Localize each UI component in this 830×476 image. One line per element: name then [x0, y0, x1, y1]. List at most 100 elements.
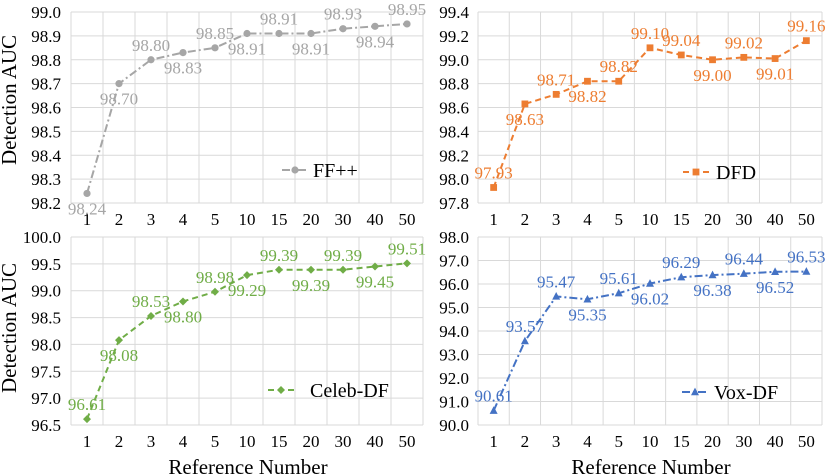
vox-y-tick-label: 91.0	[439, 393, 469, 412]
vox-data-point	[646, 279, 654, 287]
celeb-x-tick-label: 2	[115, 432, 124, 451]
celeb-data-label: 98.98	[196, 268, 234, 287]
ff-data-label: 98.94	[356, 32, 395, 51]
dfd-x-tick-label: 5	[614, 210, 623, 229]
ff-x-tick-label: 1	[83, 210, 92, 229]
celeb-data-label: 96.61	[68, 395, 106, 414]
dfd-data-point	[802, 37, 810, 45]
vox-y-tick-label: 94.0	[439, 322, 469, 341]
y-axis-title-top: Detection AUC	[0, 35, 21, 165]
vox-y-tick-label: 92.0	[439, 369, 469, 388]
vox-x-tick-label: 15	[673, 432, 690, 451]
celeb-legend-marker	[277, 386, 285, 394]
vox-x-tick-label: 30	[735, 432, 752, 451]
ff-y-tick-label: 98.7	[31, 75, 61, 94]
dfd-x-tick-label: 20	[704, 210, 721, 229]
dfd-data-label: 99.10	[631, 24, 669, 43]
vox-x-tick-label: 40	[767, 432, 784, 451]
ff-x-tick-label: 2	[115, 210, 124, 229]
dfd-x-tick-label: 30	[735, 210, 752, 229]
ff-data-label: 98.24	[68, 199, 107, 218]
ff-data-point	[403, 20, 411, 28]
ff-data-label: 98.83	[164, 59, 202, 78]
ff-data-point	[115, 80, 123, 88]
celeb-data-label: 99.39	[324, 246, 362, 265]
ff-y-tick-label: 98.6	[31, 99, 61, 118]
ff-data-label: 98.91	[260, 9, 298, 28]
vox-x-tick-label: 4	[583, 432, 592, 451]
dfd-data-point	[677, 51, 685, 59]
celeb-y-tick-label: 96.5	[31, 416, 61, 435]
celeb-data-point	[211, 287, 219, 296]
ff-x-tick-label: 3	[147, 210, 156, 229]
vox-data-label: 95.35	[568, 305, 606, 324]
dfd-x-tick-label: 1	[489, 210, 498, 229]
celeb-data-label: 99.39	[292, 276, 330, 295]
dfd-data-label: 98.82	[568, 87, 606, 106]
dfd-x-tick-label: 4	[583, 210, 592, 229]
vox-data-point	[489, 406, 498, 414]
celeb-data-label: 99.51	[388, 239, 426, 258]
celeb-data-point	[371, 262, 379, 271]
celeb-legend-label: Celeb-DF	[310, 380, 389, 402]
vox-data-label: 95.47	[537, 272, 576, 291]
vox-data-label: 93.57	[506, 317, 545, 336]
celeb-data-point	[403, 259, 411, 268]
dfd-data-label: 99.02	[725, 33, 763, 52]
celeb-data-point	[243, 271, 251, 280]
dfd-data-label: 99.04	[662, 31, 701, 50]
panel-celeb: Detection AUC Reference Number 96.5 97.0 9…	[0, 228, 426, 476]
ff-data-point	[339, 25, 347, 33]
dfd-data-point	[490, 184, 498, 191]
celeb-x-tick-label: 3	[147, 432, 156, 451]
dfd-x-tick-label: 2	[521, 210, 530, 229]
dfd-legend-marker	[692, 168, 700, 176]
ff-x-tick-label: 4	[179, 210, 188, 229]
vox-data-label: 96.38	[693, 281, 731, 300]
vox-data-point	[802, 267, 811, 275]
dfd-data-point	[552, 90, 560, 98]
dfd-data-point	[615, 77, 623, 85]
vox-data-point	[583, 294, 592, 303]
vox-x-tick-label: 20	[704, 432, 721, 451]
celeb-data-label: 99.39	[260, 246, 298, 265]
ff-y-tick-label: 98.3	[31, 170, 61, 189]
y-axis-title-bottom: Detection AUC	[0, 263, 21, 393]
dfd-legend-label: DFD	[716, 162, 756, 184]
celeb-data-label: 99.45	[356, 273, 394, 292]
dfd-y-tick-label: 99.0	[439, 51, 469, 70]
celeb-y-tick-label: 98.0	[31, 335, 61, 354]
celeb-data-point	[275, 265, 283, 274]
celeb-x-tick-label: 30	[335, 432, 352, 451]
dfd-y-tick-label: 97.8	[439, 194, 469, 213]
ff-data-point	[275, 29, 283, 38]
celeb-data-point	[179, 297, 187, 306]
panel-ff: Detection AUC 98.2 98.3 98.4 98.5 98.6 98.7 98…	[0, 0, 426, 229]
ff-x-tick-label: 5	[211, 210, 220, 229]
dfd-data-point	[584, 77, 591, 85]
ff-data-label: 98.85	[196, 24, 234, 43]
celeb-x-tick-label: 50	[399, 432, 416, 451]
ff-data-point	[147, 56, 155, 64]
dfd-data-label: 98.82	[600, 57, 638, 76]
ff-x-tick-label: 10	[239, 210, 256, 229]
vox-data-label: 96.52	[756, 278, 794, 297]
ff-y-tick-label: 99.0	[31, 3, 61, 22]
celeb-x-tick-label: 10	[239, 432, 256, 451]
vox-data-label: 96.53	[787, 248, 825, 267]
ff-x-tick-label: 15	[271, 210, 288, 229]
vox-data-point	[771, 267, 780, 275]
vox-y-tick-label: 97.0	[439, 252, 469, 271]
ff-legend-marker	[291, 166, 299, 174]
dfd-data-point	[646, 44, 654, 52]
celeb-series-line	[86, 262, 408, 420]
vox-data-point	[614, 288, 623, 297]
vox-x-tick-label: 5	[614, 432, 623, 451]
ff-data-label: 98.91	[292, 39, 330, 58]
celeb-data-point	[339, 265, 347, 274]
celeb-x-tick-label: 1	[83, 432, 92, 451]
celeb-x-tick-label: 15	[271, 432, 288, 451]
dfd-data-label: 98.63	[506, 110, 544, 129]
ff-data-label: 98.93	[324, 5, 362, 24]
dfd-x-tick-label: 15	[673, 210, 690, 229]
